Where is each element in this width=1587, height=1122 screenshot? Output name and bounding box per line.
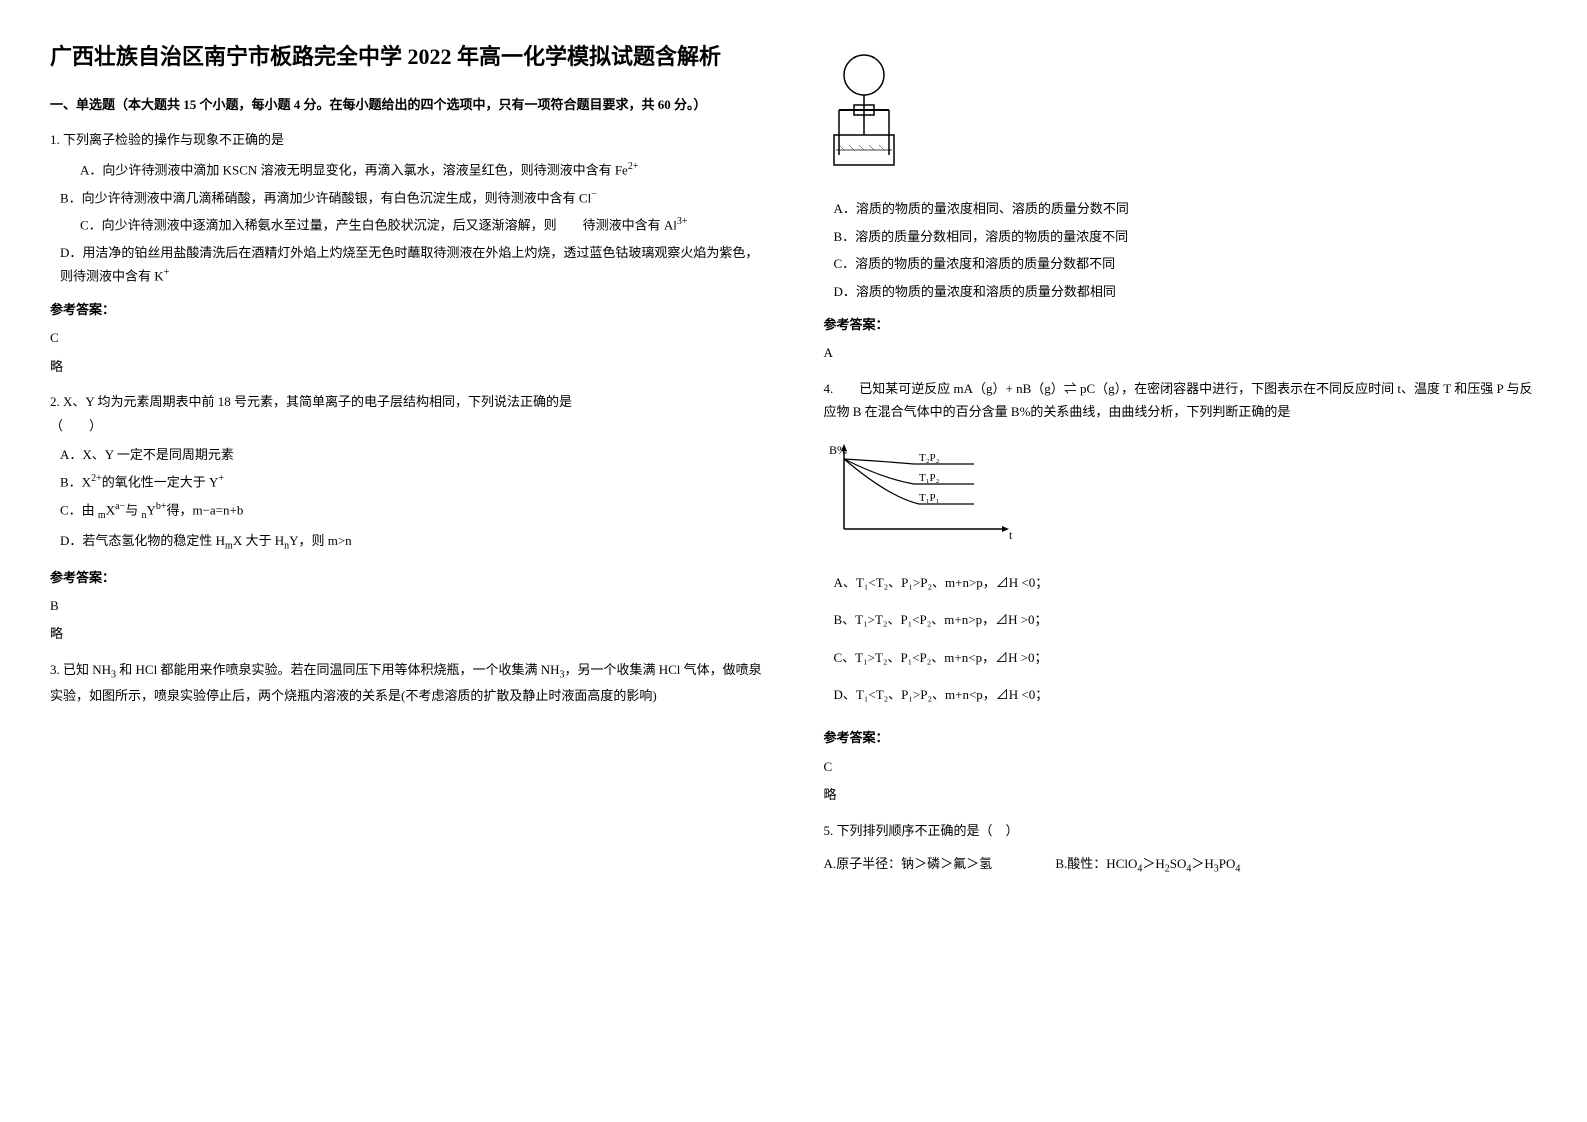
x-axis-label: t [1009,528,1013,542]
q1-answer: C [50,326,764,349]
q4-answer-note: 略 [824,783,1538,806]
q2-answer-label: 参考答案： [50,566,764,589]
q1-stem: 1. 下列离子检验的操作与现象不正确的是 [50,128,764,151]
q1-option-c: C．向少许待测液中逐滴加入稀氨水至过量，产生白色胶状沉淀，后又逐渐溶解，则 待测… [80,213,764,237]
left-column: 广西壮族自治区南宁市板路完全中学 2022 年高一化学模拟试题含解析 一、单选题… [50,40,764,891]
q4-option-b: B、T₁>T₂、P₁<P₂、m+n>p，⊿H >0； [834,608,1538,631]
q2-option-b: B．X2+的氧化性一定大于 Y+ [60,470,764,494]
curve-label-3: T₁P₁ [919,492,940,504]
q5-option-b: B.酸性：HClO4＞H2SO4＞H3PO4 [1055,856,1240,871]
apparatus-diagram [824,50,1538,187]
question-2: 2. X、Y 均为元素周期表中前 18 号元素，其简单离子的电子层结构相同，下列… [50,390,764,646]
q1-option-b: B．向少许待测液中滴几滴稀硝酸，再滴加少许硝酸银，有白色沉淀生成，则待测液中含有… [60,186,764,210]
q5-options-row: A.原子半径：钠＞磷＞氟＞氢 B.酸性：HClO4＞H2SO4＞H3PO4 [824,852,1538,879]
question-4: 4. 已知某可逆反应 mA（g）+ nB（g）⇌ pC（g），在密闭容器中进行，… [824,377,1538,807]
right-column: A．溶质的物质的量浓度相同、溶质的质量分数不同 B．溶质的质量分数相同，溶质的物… [824,40,1538,891]
q1-option-a: A．向少许待测液中滴加 KSCN 溶液无明显变化，再滴入氯水，溶液呈红色，则待测… [80,158,764,182]
q5-stem: 5. 下列排列顺序不正确的是（ ） [824,819,1538,842]
q1-answer-note: 略 [50,355,764,378]
q4-graph: B% t T₂P₂ T₁P₂ T₁P₁ [824,439,1538,556]
q4-answer: C [824,755,1538,778]
q3-answer: A [824,341,1538,364]
q2-answer: B [50,594,764,617]
q3-option-c: C．溶质的物质的量浓度和溶质的质量分数都不同 [834,252,1538,275]
q4-option-d: D、T₁<T₂、P₁>P₂、m+n<p，⊿H <0； [834,683,1538,706]
curve-label-1: T₂P₂ [919,452,940,464]
q2-stem: 2. X、Y 均为元素周期表中前 18 号元素，其简单离子的电子层结构相同，下列… [50,390,764,437]
q4-stem: 4. 已知某可逆反应 mA（g）+ nB（g）⇌ pC（g），在密闭容器中进行，… [824,377,1538,424]
q5-option-a: A.原子半径：钠＞磷＞氟＞氢 [824,856,993,871]
q2-option-a: A．X、Y 一定不是同周期元素 [60,443,764,466]
q4-option-a: A、T₁<T₂、P₁>P₂、m+n>p，⊿H <0； [834,571,1538,594]
q1-answer-label: 参考答案： [50,298,764,321]
q4-option-c: C、T₁>T₂、P₁<P₂、m+n<p，⊿H >0； [834,646,1538,669]
curve-label-2: T₁P₂ [919,472,940,484]
question-5: 5. 下列排列顺序不正确的是（ ） A.原子半径：钠＞磷＞氟＞氢 B.酸性：HC… [824,819,1538,879]
document-title: 广西壮族自治区南宁市板路完全中学 2022 年高一化学模拟试题含解析 [50,40,764,73]
q4-answer-label: 参考答案： [824,726,1538,749]
q3-option-d: D．溶质的物质的量浓度和溶质的质量分数都相同 [834,280,1538,303]
q2-option-c: C．由 mXa−与 nYb+得，m−a=n+b [60,498,764,525]
q3-option-b: B．溶质的质量分数相同，溶质的物质的量浓度不同 [834,225,1538,248]
q2-option-d: D．若气态氢化物的稳定性 HmX 大于 HnY，则 m>n [60,529,764,556]
q3-option-a: A．溶质的物质的量浓度相同、溶质的质量分数不同 [834,197,1538,220]
y-axis-label: B% [829,443,847,457]
section-heading: 一、单选题（本大题共 15 个小题，每小题 4 分。在每小题给出的四个选项中，只… [50,93,764,116]
q2-answer-note: 略 [50,622,764,645]
q3-answer-label: 参考答案： [824,313,1538,336]
question-1: 1. 下列离子检验的操作与现象不正确的是 A．向少许待测液中滴加 KSCN 溶液… [50,128,764,378]
q3-stem: 3. 已知 NH3 和 HCl 都能用来作喷泉实验。若在同温同压下用等体积烧瓶，… [50,658,764,708]
question-3-stem: 3. 已知 NH3 和 HCl 都能用来作喷泉实验。若在同温同压下用等体积烧瓶，… [50,658,764,708]
q1-option-d: D．用洁净的铂丝用盐酸清洗后在酒精灯外焰上灼烧至无色时蘸取待测液在外焰上灼烧，透… [60,241,764,288]
